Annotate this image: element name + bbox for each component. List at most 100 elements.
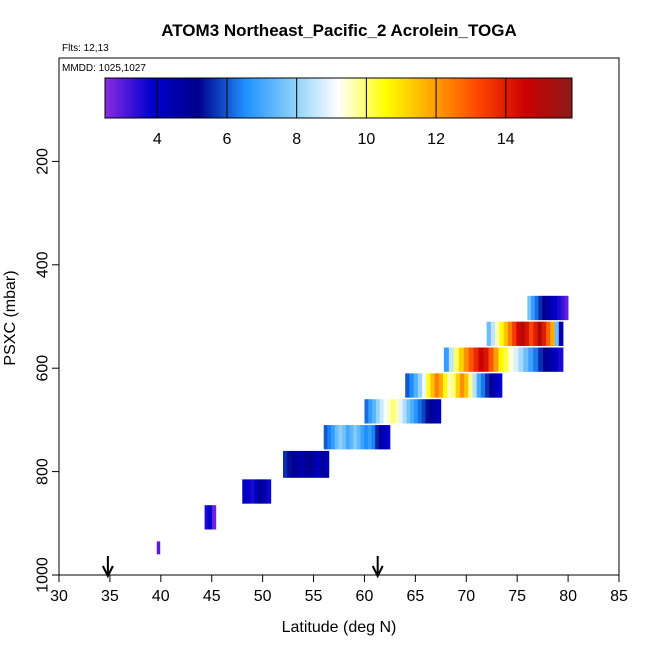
heatmap-cell <box>353 425 358 450</box>
heatmap-cell <box>537 321 543 346</box>
heatmap-cell <box>406 399 411 424</box>
heatmap-cell <box>476 373 482 398</box>
down-arrow-icon <box>371 556 384 579</box>
heatmap-cell <box>421 399 426 424</box>
heatmap-cell <box>556 295 562 321</box>
flight-arrows <box>101 556 384 579</box>
heatmap-cell <box>483 347 489 372</box>
y-tick-label: 400 <box>35 251 52 278</box>
heatmap-cell <box>429 399 434 424</box>
colorbar-tick-label: 8 <box>292 131 301 148</box>
heatmap-cell <box>558 347 564 372</box>
heatmap-cell <box>398 399 404 424</box>
x-tick-label: 30 <box>50 588 68 605</box>
heatmap-cell <box>254 479 259 504</box>
x-tick-label: 40 <box>152 588 170 605</box>
heatmap-cell <box>560 295 565 321</box>
chart-title: ATOM3 Northeast_Pacific_2 Acrolein_TOGA <box>161 21 517 40</box>
heatmap-cell <box>478 347 484 372</box>
heatmap-cell <box>499 321 505 346</box>
heatmap-cell <box>443 347 450 372</box>
heatmap-cell <box>437 399 442 424</box>
heatmap-cell <box>503 321 509 346</box>
heatmap-cell <box>434 373 440 398</box>
heatmap-cell <box>538 295 543 321</box>
heatmap-cell <box>564 295 569 321</box>
plot-area <box>156 295 569 555</box>
heatmap-cell <box>464 373 469 398</box>
heatmap-cell <box>485 373 490 398</box>
heatmap-cell <box>246 479 251 504</box>
heatmap-cell <box>533 347 539 372</box>
heatmap-cell <box>367 425 372 450</box>
heatmap-cell <box>498 347 504 372</box>
heatmap-cell <box>493 373 499 398</box>
heatmap-cell <box>473 347 480 372</box>
heatmap-cell <box>331 425 336 450</box>
heatmap-cell <box>360 425 365 450</box>
heatmap-cell <box>459 373 465 398</box>
y-axis: 200 400 600 800 1000 <box>35 148 59 593</box>
heatmap-cell <box>451 373 457 398</box>
heatmap-cell <box>553 295 558 321</box>
heatmap-cell <box>295 450 301 478</box>
heatmap-cell <box>378 425 383 450</box>
heatmap-cell <box>486 321 492 346</box>
heatmap-cell <box>312 450 317 478</box>
heatmap-cell <box>324 450 330 478</box>
heatmap-cell <box>291 450 296 478</box>
heatmap-cell <box>387 399 392 424</box>
heatmap-cell <box>409 373 414 398</box>
colorbar-tick-label: 14 <box>497 131 515 148</box>
heatmap-cell <box>391 399 396 424</box>
heatmap-cell <box>299 450 305 478</box>
colorbar-tick-label: 12 <box>427 131 445 148</box>
colorbar: 4 6 8 10 12 14 <box>104 77 573 148</box>
heatmap-cell <box>375 425 380 450</box>
heatmap-cell <box>538 347 544 372</box>
heatmap-cell <box>553 347 559 372</box>
y-tick-label: 200 <box>35 148 52 175</box>
heatmap-cell <box>287 450 292 478</box>
heatmap-cell <box>338 425 343 450</box>
heatmap-cell <box>495 321 500 346</box>
heatmap-cell <box>520 321 526 346</box>
heatmap-cell <box>410 399 415 424</box>
heatmap-cell <box>303 450 309 478</box>
x-tick-label: 70 <box>457 588 475 605</box>
heatmap-cell <box>405 373 410 398</box>
heatmap-cell <box>356 425 361 450</box>
heatmap-cell <box>523 347 529 372</box>
x-tick-label: 60 <box>356 588 374 605</box>
x-tick-label: 45 <box>203 588 221 605</box>
down-arrow-icon <box>101 556 114 579</box>
heatmap-cell <box>262 479 268 504</box>
heatmap-cell <box>417 399 423 424</box>
heatmap-cell <box>204 505 209 530</box>
heatmap-cell <box>455 373 461 398</box>
heatmap-cell <box>342 425 347 450</box>
dates-label: MMDD: 1025,1027 <box>62 63 146 74</box>
heatmap-cell <box>386 425 391 450</box>
heatmap-cell <box>508 347 514 372</box>
heatmap-cell <box>548 347 554 372</box>
heatmap-cell <box>323 425 328 450</box>
heatmap-cell <box>513 347 519 372</box>
heatmap-cell <box>468 347 475 372</box>
heatmap-cell <box>507 321 513 346</box>
heatmap-cell <box>558 321 564 346</box>
heatmap-cell <box>316 450 321 478</box>
heatmap-cell <box>527 295 532 321</box>
heatmap-cell <box>490 321 496 346</box>
heatmap-cell <box>379 399 384 424</box>
heatmap-cell <box>382 425 387 450</box>
heatmap-cell <box>242 479 247 504</box>
heatmap-cell <box>283 450 288 478</box>
heatmap-cell <box>533 321 538 346</box>
heatmap-cell <box>212 505 217 530</box>
x-tick-label: 55 <box>305 588 323 605</box>
heatmap-cell <box>518 347 524 372</box>
colorbar-tick-label: 4 <box>153 131 162 148</box>
heatmap-cell <box>395 399 400 424</box>
